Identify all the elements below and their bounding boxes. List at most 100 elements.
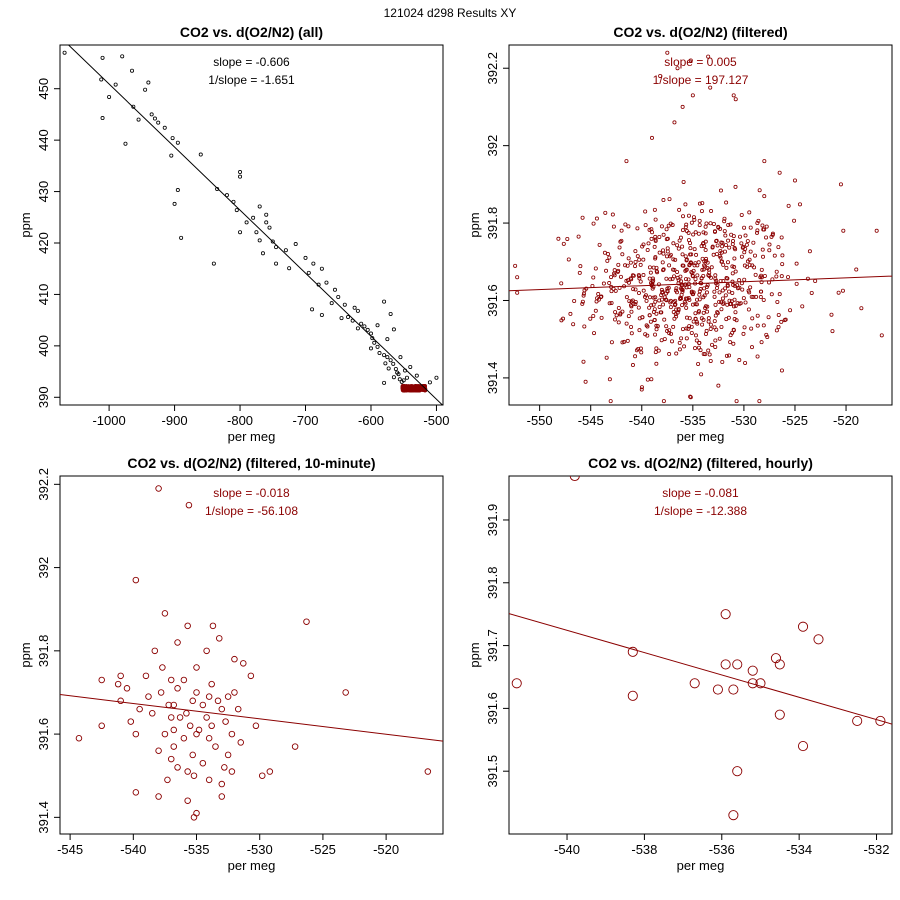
data-point	[624, 321, 629, 326]
data-point	[682, 300, 687, 305]
y-tick-label: 391.4	[36, 801, 51, 834]
data-point	[671, 257, 676, 262]
data-point	[662, 337, 667, 342]
data-point	[571, 322, 576, 327]
data-point	[742, 225, 747, 230]
data-point	[679, 287, 684, 292]
data-point	[665, 246, 670, 251]
data-point	[715, 243, 720, 248]
data-point	[612, 268, 617, 273]
x-tick-label: -520	[833, 413, 859, 428]
data-point	[633, 354, 638, 359]
data-point	[391, 375, 396, 380]
data-point	[216, 635, 223, 642]
data-point	[385, 355, 390, 360]
data-point	[747, 678, 758, 689]
data-point	[667, 197, 672, 202]
y-tick-label: 392.2	[485, 52, 500, 85]
data-point	[755, 678, 766, 689]
y-tick-label: 391.8	[36, 635, 51, 668]
data-point	[741, 331, 746, 336]
data-point	[666, 223, 671, 228]
data-point	[753, 272, 758, 277]
data-point	[693, 230, 698, 235]
chart-title: CO2 vs. d(O2/N2) (filtered)	[613, 24, 787, 40]
data-point	[120, 54, 125, 59]
data-point	[719, 325, 724, 330]
data-point	[691, 274, 696, 279]
y-tick-label: 420	[36, 232, 51, 254]
data-point	[688, 395, 693, 400]
data-point	[697, 201, 702, 206]
data-point	[684, 258, 689, 263]
data-point	[741, 296, 746, 301]
data-point	[238, 174, 243, 179]
data-point	[742, 325, 747, 330]
data-point	[156, 120, 161, 125]
data-point	[599, 294, 604, 299]
data-point	[748, 249, 753, 254]
data-point	[593, 266, 598, 271]
data-point	[712, 684, 723, 695]
data-point	[365, 327, 370, 332]
plot-frame	[508, 475, 893, 835]
data-point	[723, 233, 728, 238]
data-point	[665, 288, 670, 293]
data-point	[652, 244, 657, 249]
data-point	[733, 247, 738, 252]
data-point	[174, 639, 181, 646]
data-point	[728, 333, 733, 338]
data-point	[671, 299, 676, 304]
data-point	[708, 275, 713, 280]
data-point	[638, 262, 643, 267]
data-point	[352, 305, 357, 310]
data-point	[737, 234, 742, 239]
data-point	[676, 246, 681, 251]
chart-title: CO2 vs. d(O2/N2) (filtered, 10-minute)	[127, 455, 375, 471]
data-point	[713, 273, 718, 278]
data-point	[726, 238, 731, 243]
data-point	[629, 304, 634, 309]
data-point	[167, 714, 175, 721]
data-point	[653, 234, 658, 239]
x-tick-label: -600	[358, 413, 384, 428]
data-point	[672, 268, 677, 273]
data-point	[434, 375, 439, 380]
x-tick-label: -525	[782, 413, 808, 428]
data-point	[629, 309, 634, 314]
fit-line	[60, 694, 443, 742]
data-point	[626, 224, 631, 229]
data-point	[401, 378, 406, 383]
data-point	[214, 697, 222, 705]
data-point	[681, 214, 686, 219]
data-point	[779, 235, 784, 240]
data-point	[620, 340, 625, 345]
data-point	[635, 226, 640, 231]
data-point	[783, 317, 788, 322]
x-tick-label: -530	[247, 842, 273, 857]
data-point	[712, 325, 717, 330]
data-point	[630, 298, 635, 303]
plot-frame	[59, 475, 444, 835]
data-point	[688, 260, 693, 265]
fit-line	[509, 613, 892, 725]
data-point	[651, 302, 656, 307]
data-point	[375, 323, 380, 328]
data-point-filtered	[413, 384, 418, 389]
data-point	[739, 241, 744, 246]
data-point	[720, 288, 725, 293]
data-point	[511, 678, 522, 689]
data-point	[114, 680, 122, 688]
data-point	[704, 290, 709, 295]
x-tick-label: -525	[310, 842, 336, 857]
data-point	[224, 193, 229, 198]
data-point	[661, 399, 666, 404]
data-point	[633, 287, 638, 292]
data-point	[723, 286, 728, 291]
data-point	[391, 361, 396, 366]
data-point	[674, 351, 679, 356]
data-point	[692, 217, 697, 222]
y-tick-label: 410	[36, 284, 51, 306]
data-point	[287, 266, 292, 271]
